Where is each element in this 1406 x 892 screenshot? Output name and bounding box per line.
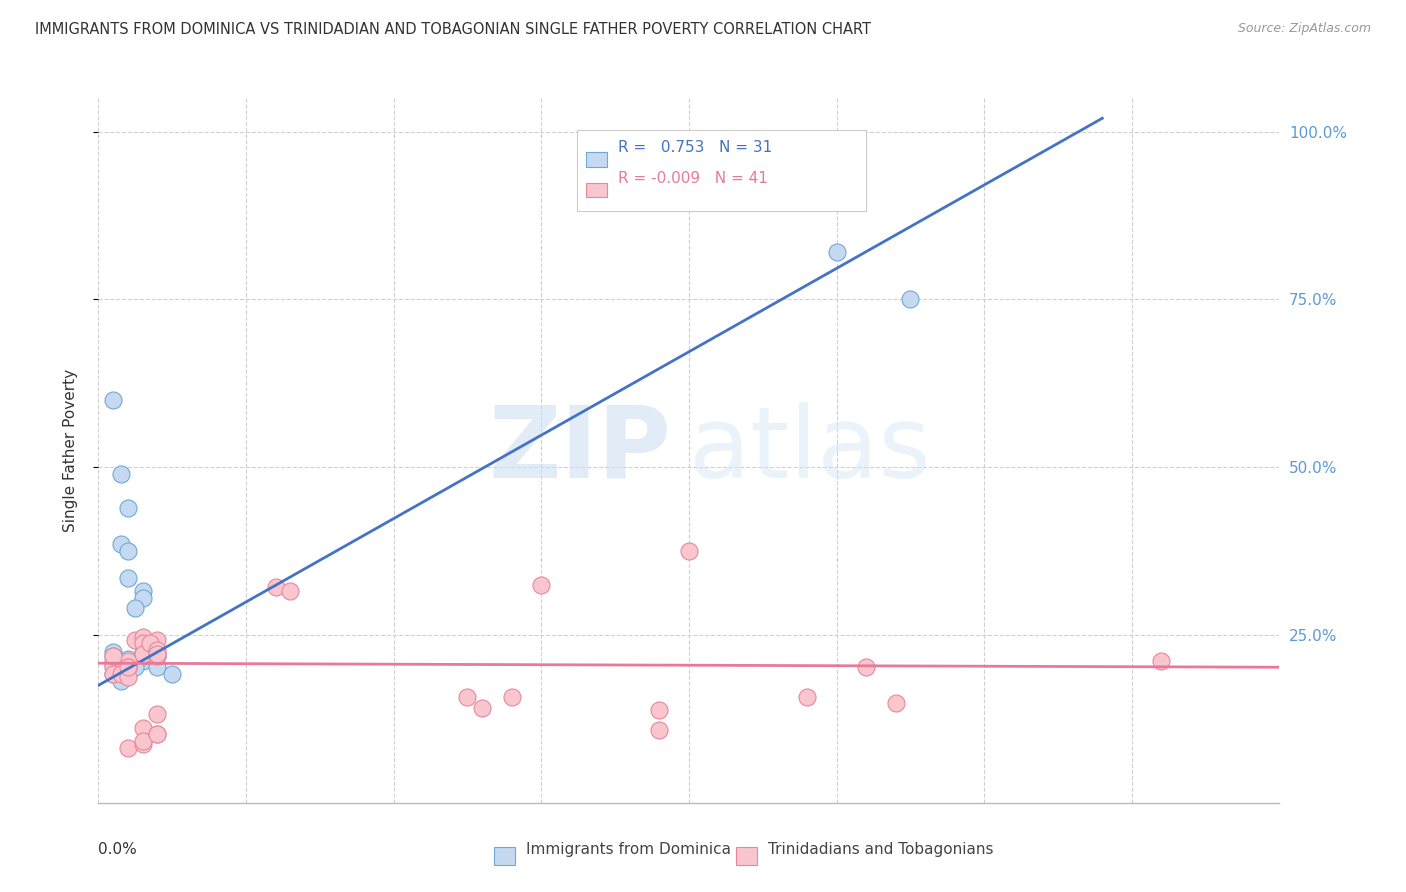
Y-axis label: Single Father Poverty: Single Father Poverty (63, 369, 77, 532)
Point (117, 740, 139, 755)
Point (146, 647, 169, 661)
Point (648, 703, 671, 717)
Point (117, 667, 139, 681)
FancyBboxPatch shape (737, 847, 758, 865)
Point (132, 636, 155, 650)
Point (162, 667, 183, 681)
Point (678, 544, 700, 558)
Text: Trinidadians and Tobagonians: Trinidadians and Tobagonians (768, 842, 994, 857)
Point (132, 737, 155, 751)
Text: R =   0.753   N = 31: R = 0.753 N = 31 (619, 140, 772, 155)
Point (146, 660, 169, 674)
Text: IMMIGRANTS FROM DOMINICA VS TRINIDADIAN AND TOBAGONIAN SINGLE FATHER POVERTY COR: IMMIGRANTS FROM DOMINICA VS TRINIDADIAN … (35, 22, 872, 37)
Text: atlas: atlas (689, 402, 931, 499)
Point (103, 645, 125, 659)
FancyBboxPatch shape (586, 183, 607, 197)
Point (146, 727, 169, 741)
Point (103, 667, 125, 681)
Point (117, 653, 139, 667)
Text: ZIP: ZIP (488, 402, 671, 499)
Point (103, 660, 125, 674)
Point (132, 584, 155, 599)
Point (117, 651, 139, 665)
Text: 0.0%: 0.0% (98, 841, 138, 856)
Point (146, 642, 169, 657)
Point (110, 673, 132, 688)
Point (103, 393, 125, 408)
Point (264, 580, 287, 594)
Point (855, 660, 877, 674)
Point (117, 544, 139, 558)
Point (884, 697, 907, 711)
FancyBboxPatch shape (586, 153, 607, 167)
Point (146, 649, 169, 664)
Point (900, 293, 922, 307)
Point (117, 660, 139, 674)
Point (132, 721, 155, 735)
Point (280, 584, 302, 599)
Point (124, 660, 146, 674)
Point (117, 670, 139, 684)
Point (132, 649, 155, 664)
Point (110, 667, 132, 681)
Point (146, 727, 169, 741)
Point (110, 467, 132, 481)
Point (124, 633, 146, 648)
Point (530, 577, 553, 591)
Point (146, 647, 169, 661)
Point (117, 500, 139, 515)
Text: Source: ZipAtlas.com: Source: ZipAtlas.com (1237, 22, 1371, 36)
Point (132, 647, 155, 661)
Point (132, 645, 155, 659)
Point (146, 633, 169, 648)
Point (132, 591, 155, 606)
Point (110, 664, 132, 678)
Point (124, 601, 146, 615)
Point (103, 658, 125, 673)
Point (825, 245, 848, 260)
Point (103, 649, 125, 664)
Point (117, 660, 139, 674)
Point (796, 690, 818, 704)
Point (117, 653, 139, 667)
Point (471, 700, 494, 714)
Point (1150, 653, 1173, 667)
Point (648, 178, 671, 193)
Point (146, 707, 169, 722)
Point (146, 649, 169, 664)
Point (117, 662, 139, 676)
Point (117, 660, 139, 674)
Text: Immigrants from Dominica: Immigrants from Dominica (526, 842, 731, 857)
Point (110, 537, 132, 551)
Point (103, 653, 125, 667)
Point (132, 734, 155, 748)
Point (457, 690, 479, 704)
Point (648, 723, 671, 738)
Point (103, 667, 125, 681)
Point (501, 690, 523, 704)
Point (117, 571, 139, 585)
FancyBboxPatch shape (494, 847, 516, 865)
Point (139, 636, 162, 650)
Point (103, 649, 125, 664)
Point (110, 663, 132, 677)
FancyBboxPatch shape (576, 130, 866, 211)
Point (117, 657, 139, 671)
Point (132, 630, 155, 644)
Point (132, 653, 155, 667)
Point (117, 667, 139, 681)
Text: R = -0.009   N = 41: R = -0.009 N = 41 (619, 170, 768, 186)
